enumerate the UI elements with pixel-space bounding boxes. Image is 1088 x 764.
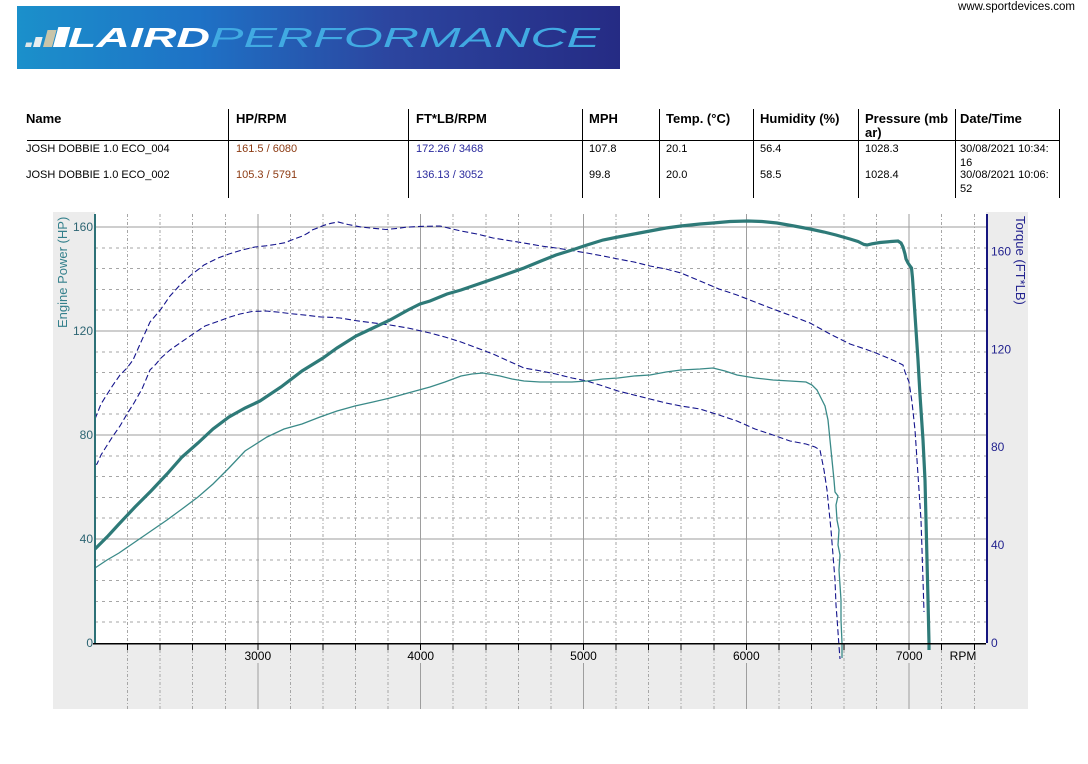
svg-text:160: 160 bbox=[991, 245, 1011, 259]
svg-text:120: 120 bbox=[73, 324, 93, 338]
svg-text:160: 160 bbox=[73, 220, 93, 234]
svg-text:5000: 5000 bbox=[570, 649, 597, 663]
svg-text:80: 80 bbox=[991, 440, 1005, 454]
svg-text:6000: 6000 bbox=[733, 649, 760, 663]
svg-text:0: 0 bbox=[86, 636, 93, 650]
svg-text:Engine Power (HP): Engine Power (HP) bbox=[55, 217, 70, 328]
svg-text:4000: 4000 bbox=[407, 649, 434, 663]
svg-text:RPM: RPM bbox=[950, 649, 977, 663]
svg-text:3000: 3000 bbox=[244, 649, 271, 663]
svg-text:7000: 7000 bbox=[896, 649, 923, 663]
svg-text:40: 40 bbox=[80, 532, 94, 546]
svg-text:Torque (FT*LB): Torque (FT*LB) bbox=[1013, 216, 1028, 305]
svg-text:40: 40 bbox=[991, 538, 1005, 552]
svg-text:0: 0 bbox=[991, 636, 998, 650]
svg-text:80: 80 bbox=[80, 428, 94, 442]
svg-text:120: 120 bbox=[991, 342, 1011, 356]
svg-text:PERFORMANCE: PERFORMANCE bbox=[210, 22, 601, 53]
svg-text:LAIRD: LAIRD bbox=[68, 22, 210, 53]
